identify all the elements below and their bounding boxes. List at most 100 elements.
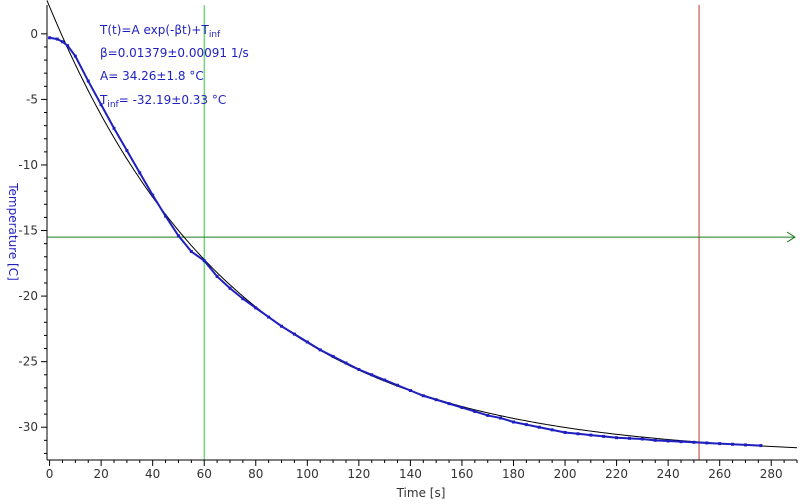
- x-tick-label: 60: [197, 467, 212, 481]
- fit-curve: [46, 0, 798, 449]
- data-point: [305, 340, 309, 344]
- y-tick-label: -5: [26, 92, 38, 106]
- data-point: [292, 332, 296, 336]
- y-tick-label: -15: [18, 224, 38, 238]
- data-point: [537, 425, 541, 429]
- data-point: [511, 420, 515, 424]
- data-point: [615, 436, 619, 440]
- data-point: [718, 442, 722, 446]
- x-tick-label: 0: [46, 467, 54, 481]
- data-point: [731, 442, 735, 446]
- data-point: [138, 171, 142, 175]
- x-tick-label: 260: [708, 467, 731, 481]
- data-point: [705, 441, 709, 445]
- data-point: [280, 324, 284, 328]
- x-tick-label: 180: [502, 467, 525, 481]
- data-point: [344, 361, 348, 365]
- data-point: [524, 423, 528, 427]
- data-point: [589, 433, 593, 437]
- data-point: [460, 406, 464, 410]
- data-point: [743, 443, 747, 447]
- x-tick-label: 40: [145, 467, 160, 481]
- fit-a: A= 34.26±1.8 °C: [100, 69, 204, 83]
- data-point: [692, 440, 696, 444]
- y-tick-label: 0: [30, 27, 38, 41]
- x-tick-label: 140: [399, 467, 422, 481]
- data-point: [331, 354, 335, 358]
- data-point: [202, 259, 206, 263]
- data-point: [357, 368, 361, 372]
- x-tick-label: 120: [347, 467, 370, 481]
- y-tick-label: -20: [18, 289, 38, 303]
- data-point: [86, 79, 90, 83]
- data-point: [434, 398, 438, 402]
- data-point: [383, 378, 387, 382]
- data-point: [447, 402, 451, 406]
- data-point: [408, 389, 412, 392]
- x-tick-label: 100: [296, 467, 319, 481]
- y-axis-title: Temperature [C]: [6, 182, 20, 281]
- x-tick-label: 160: [450, 467, 473, 481]
- data-point: [473, 409, 477, 413]
- data-point: [759, 444, 763, 448]
- data-point: [563, 430, 567, 434]
- markers-layer: [47, 5, 796, 460]
- data-point: [627, 436, 631, 440]
- fit-tinf: Tinf= -32.19±0.33 °C: [99, 93, 226, 110]
- data-point: [241, 297, 245, 301]
- data-point: [48, 36, 52, 40]
- x-tick-label: 80: [248, 467, 263, 481]
- data-point: [228, 286, 232, 290]
- data-point: [60, 40, 64, 44]
- data-point: [125, 149, 129, 153]
- x-tick-label: 240: [657, 467, 680, 481]
- x-tick-label: 20: [93, 467, 108, 481]
- data-point: [640, 437, 644, 441]
- data-point: [550, 428, 554, 432]
- fit-tinf-value: = -32.19±0.33 °C: [119, 93, 227, 107]
- data-point: [576, 432, 580, 436]
- data-point: [679, 440, 683, 444]
- data-layer: [48, 36, 763, 448]
- y-tick-label: -25: [18, 355, 38, 369]
- fit-beta: β=0.01379±0.00091 1/s: [100, 46, 249, 60]
- fit-tinf-subscript: inf: [107, 100, 119, 110]
- data-point: [112, 126, 116, 130]
- data-point: [215, 274, 219, 278]
- data-point: [189, 250, 193, 254]
- data-point: [486, 413, 490, 417]
- y-tick-label: -10: [18, 158, 38, 172]
- data-point: [499, 416, 503, 420]
- data-point: [396, 383, 400, 387]
- data-point: [151, 193, 155, 197]
- data-point: [254, 306, 258, 310]
- data-point: [176, 234, 180, 238]
- x-tick-label: 280: [760, 467, 783, 481]
- data-point: [73, 54, 77, 58]
- fit-tinf-symbol: T: [99, 93, 108, 107]
- x-tick-label: 200: [554, 467, 577, 481]
- data-point: [653, 438, 657, 442]
- data-point: [267, 315, 271, 319]
- data-point: [421, 394, 425, 398]
- x-axis-title: Time [s]: [396, 486, 446, 500]
- data-point: [55, 37, 59, 41]
- x-tick-label: 220: [605, 467, 628, 481]
- data-point: [164, 214, 168, 218]
- fit-annotation: T(t)=A exp(-βt)+Tinf β=0.01379±0.00091 1…: [99, 23, 249, 110]
- data-line: [49, 36, 761, 447]
- fit-layer: [46, 0, 798, 449]
- data-point: [370, 373, 374, 377]
- data-point: [602, 434, 606, 438]
- fit-equation-base: T(t)=A exp(-βt)+T: [99, 23, 209, 37]
- data-point: [66, 44, 70, 48]
- axes-layer: 0 20 40 60 80 100 120 140 160 180 200 220 240 260 280 0…: [18, 5, 798, 481]
- horizontal-marker-arrow-1: [786, 231, 796, 243]
- data-point: [318, 348, 322, 352]
- data-point: [666, 439, 670, 443]
- fit-equation-subscript: inf: [209, 30, 221, 40]
- data-point: [99, 103, 103, 107]
- y-tick-label: -30: [18, 420, 38, 434]
